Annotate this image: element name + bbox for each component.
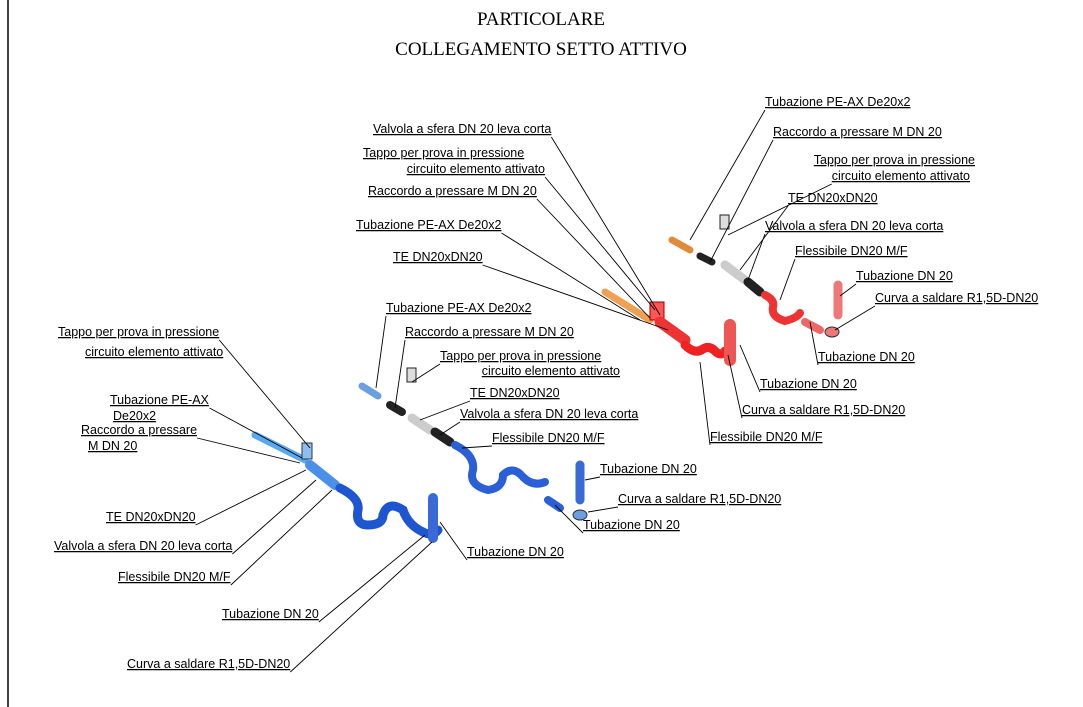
callout-text: TE DN20xDN20 (106, 510, 196, 524)
callout-text: Valvola a sfera DN 20 leva corta (765, 219, 943, 233)
callout-text: Tubazione DN 20 (856, 269, 953, 283)
drawing: PARTICOLARE COLLEGAMENTO SETTO ATTIVO (0, 0, 1083, 707)
leader-line (585, 477, 600, 480)
callout-text: Tubazione DN 20 (467, 545, 564, 559)
callout-text: Tubazione DN 20 (760, 377, 857, 391)
callout-text: circuito elemento attivato (832, 169, 970, 183)
leader-line (710, 140, 773, 262)
callout-text: Valvola a sfera DN 20 leva corta (460, 407, 638, 421)
leader-line (376, 316, 386, 388)
title-line: COLLEGAMENTO SETTO ATTIVO (395, 39, 687, 60)
callout-text: Tubazione PE-AX De20x2 (386, 301, 532, 315)
callout-text: Flessibile DN20 M/F (118, 570, 231, 584)
leader-line (545, 177, 655, 310)
callout-text: Tubazione DN 20 (600, 462, 697, 476)
title-line: PARTICOLARE (477, 9, 605, 30)
leader-line (551, 137, 660, 315)
leader-line (748, 234, 765, 280)
callout-text: Curva a saldare R1,5D-DN20 (875, 291, 1038, 305)
callout-text: Raccordo a pressare M DN 20 (368, 184, 537, 198)
callout: Flessibile DN20 M/F (118, 490, 332, 585)
callout: Curva a saldare R1,5D-DN20 (588, 492, 781, 512)
labels: Tubazione PE-AX De20x2Raccordo a pressar… (54, 95, 1038, 672)
callout: Tubazione DN 20 (810, 322, 915, 365)
callout-text: circuito elemento attivato (85, 345, 223, 359)
callout-text: Flessibile DN20 M/F (795, 244, 908, 258)
leader-line (462, 446, 492, 448)
callout-text: Flessibile DN20 M/F (710, 430, 823, 444)
callout-text: Tubazione PE-AX De20x2 (356, 218, 502, 232)
callout-text: circuito elemento attivato (407, 162, 545, 176)
callout-text: Raccordo a pressare M DN 20 (405, 325, 574, 339)
callout: Tubazione DN 20 (585, 462, 697, 480)
callout-text: TE DN20xDN20 (788, 191, 878, 205)
callout-text: Tappo per prova in pressione (814, 153, 975, 167)
callout-text: Valvola a sfera DN 20 leva corta (373, 122, 551, 136)
callout-text: Curva a saldare R1,5D-DN20 (127, 657, 290, 671)
callout-text: Tubazione DN 20 (222, 607, 319, 621)
leader-line (219, 340, 310, 448)
callout-text: TE DN20xDN20 (393, 250, 483, 264)
leader-line (196, 470, 306, 525)
leader-line (319, 535, 425, 622)
callout-text: Tubazione DN 20 (818, 350, 915, 364)
leader-line (395, 340, 405, 408)
callout: TE DN20xDN20 (393, 250, 668, 330)
callout-text: Tubazione DN 20 (583, 518, 680, 532)
leader-line (210, 408, 302, 458)
callout: Tubazione DN 20 (555, 505, 680, 533)
callout: Curva a saldare R1,5D-DN20 (835, 291, 1038, 330)
callout-text: Flessibile DN20 M/F (492, 431, 605, 445)
callout-text: Tappo per prova in pressione (58, 325, 219, 339)
callout-text: M DN 20 (88, 439, 137, 453)
callout: TE DN20xDN20 (106, 470, 306, 525)
callout: Flessibile DN20 M/F (462, 431, 605, 448)
callout-text: Raccordo a pressare M DN 20 (773, 125, 942, 139)
callout-text: Curva a saldare R1,5D-DN20 (742, 403, 905, 417)
callout-text: Tappo per prova in pressione (363, 146, 524, 160)
callout-text: circuito elemento attivato (482, 364, 620, 378)
callout: Tubazione DN 20 (440, 522, 564, 560)
leader-line (728, 355, 742, 418)
callout-text: Valvola a sfera DN 20 leva corta (54, 539, 232, 553)
callout-text: TE DN20xDN20 (470, 386, 560, 400)
leader-line (740, 345, 760, 392)
leader-line (483, 265, 668, 330)
callout-text: Tappo per prova in pressione (440, 349, 601, 363)
callout-text: Raccordo a pressare (81, 423, 197, 437)
pipes-left (255, 435, 438, 538)
leader-line (700, 362, 710, 445)
leader-line (780, 259, 795, 300)
callout: Tubazione DN 20 (222, 535, 425, 622)
leader-line (440, 422, 460, 435)
callout-text: Tubazione PE-AX (110, 393, 210, 407)
callout-text: De20x2 (113, 409, 156, 423)
leader-line (440, 522, 467, 560)
callout-text: Tubazione PE-AX De20x2 (765, 95, 911, 109)
leader-line (588, 507, 618, 512)
pipes-right (605, 215, 839, 360)
callout-text: Curva a saldare R1,5D-DN20 (618, 492, 781, 506)
leader-line (231, 490, 332, 585)
leader-line (537, 199, 650, 318)
